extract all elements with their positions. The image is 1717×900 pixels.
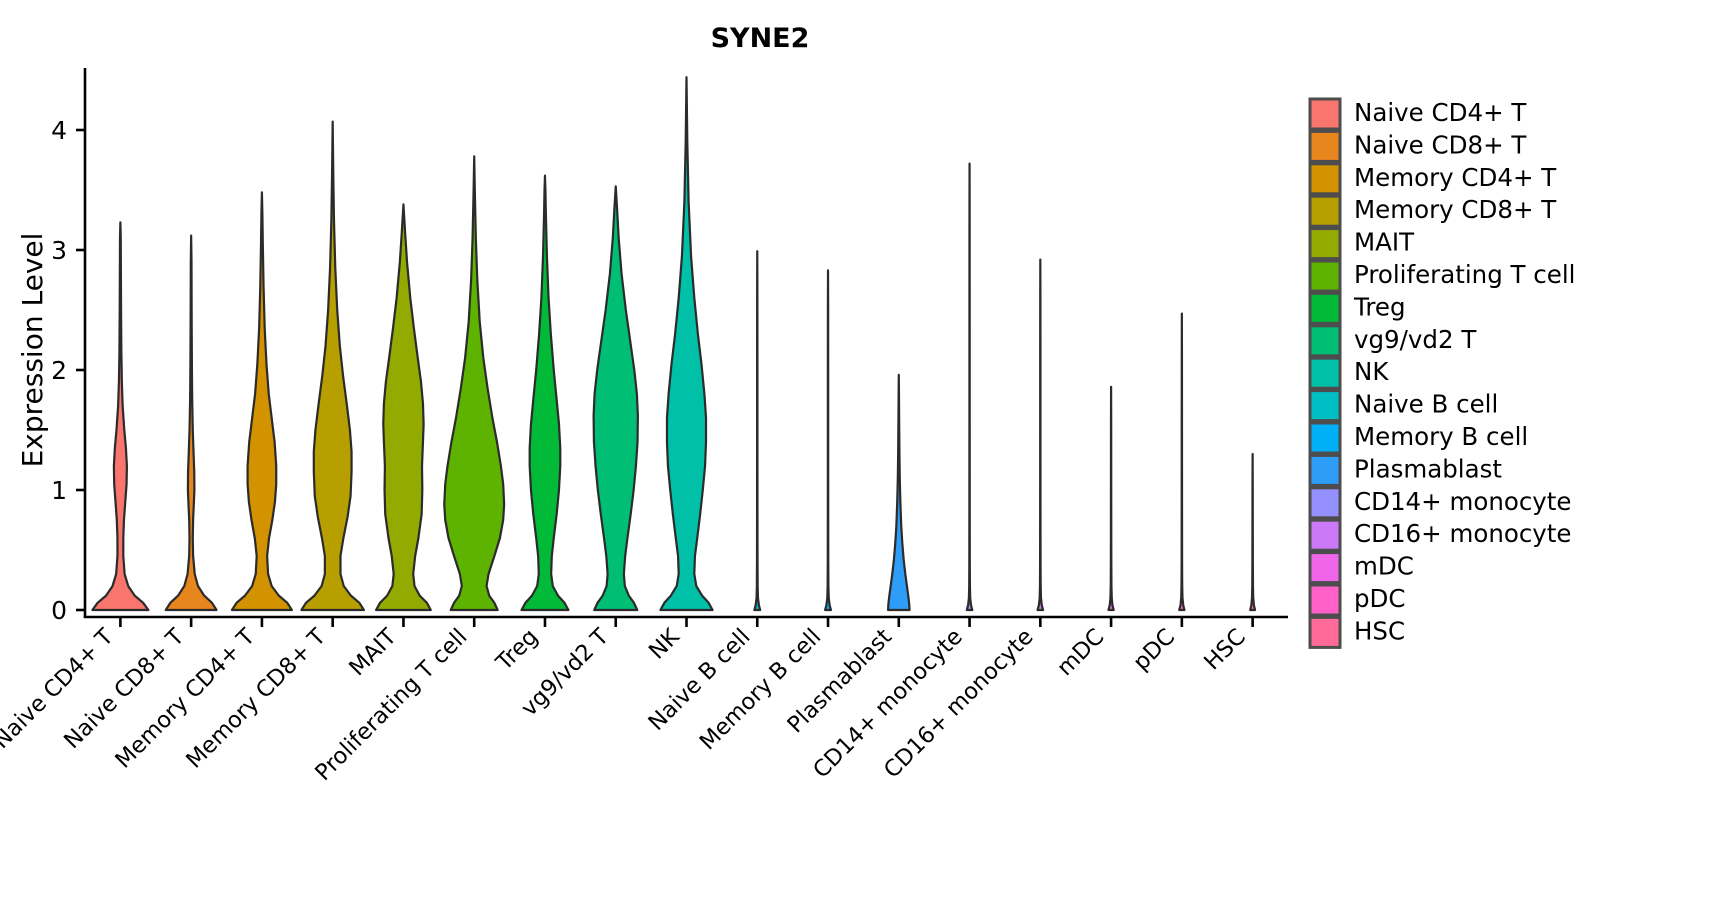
legend-label: Proliferating T cell [1354,260,1575,289]
legend-label: MAIT [1354,228,1415,257]
y-tick-label: 4 [51,116,67,145]
violin-mdc[interactable] [1107,385,1115,612]
y-axis-label: Expression Level [16,233,49,468]
legend-swatch-proliferating-t-cell[interactable] [1308,259,1342,293]
violin-nk[interactable] [659,76,714,612]
violin-hsc[interactable] [1249,452,1257,612]
legend-swatch-mdc[interactable] [1308,551,1342,585]
violin-cd16-monocyte[interactable] [1036,258,1045,612]
legend-swatch-cd16-monocyte[interactable] [1308,518,1342,552]
legend-label: CD14+ monocyte [1354,487,1572,516]
legend-label: Plasmablast [1354,454,1502,483]
violin-memory-cd4-t[interactable] [230,191,293,612]
legend-label: mDC [1354,552,1414,581]
legend-label: Memory CD4+ T [1354,163,1557,192]
legend-swatch-nk[interactable] [1308,356,1342,390]
legend-label: HSC [1354,616,1405,645]
legend-swatch-plasmablast[interactable] [1308,453,1342,487]
legend-label: Naive B cell [1354,390,1498,419]
legend-label: vg9/vd2 T [1354,325,1477,354]
legend-swatch-hsc[interactable] [1308,615,1342,649]
violin-pdc[interactable] [1178,312,1186,612]
legend-swatch-naive-b-cell[interactable] [1308,389,1342,423]
legend-label: CD16+ monocyte [1354,519,1572,548]
legend-swatch-treg[interactable] [1308,291,1342,325]
legend-swatch-naive-cd4-t[interactable] [1308,97,1342,131]
legend-label: Naive CD4+ T [1354,98,1527,127]
violin-naive-b-cell[interactable] [753,250,762,612]
violin-series-group [91,76,1257,612]
violin-plasmablast[interactable] [886,373,911,612]
legend-swatch-memory-b-cell[interactable] [1308,421,1342,455]
legend-label: Memory B cell [1354,422,1528,451]
violin-vg9-vd2-t[interactable] [592,185,639,612]
legend-swatch-mait[interactable] [1308,227,1342,261]
legend: Naive CD4+ T Naive CD8+ T Memory CD4+ T Mem… [1308,97,1575,649]
legend-label: Naive CD8+ T [1354,130,1527,159]
legend-label: pDC [1354,584,1406,613]
violin-naive-cd4-t[interactable] [91,221,150,612]
legend-swatch-cd14-monocyte[interactable] [1308,486,1342,520]
legend-swatch-naive-cd8-t[interactable] [1308,129,1342,163]
violin-naive-cd8-t[interactable] [164,234,218,612]
violin-memory-cd8-t[interactable] [300,120,366,612]
legend-swatch-memory-cd8-t[interactable] [1308,194,1342,228]
y-axis: 0 1 2 3 4 [51,68,87,625]
legend-label: NK [1354,357,1389,386]
violin-memory-b-cell[interactable] [824,269,833,612]
violin-mait[interactable] [375,203,432,612]
violin-cd14-monocyte[interactable] [965,162,974,612]
legend-swatch-pdc[interactable] [1308,583,1342,617]
page-title: SYNE2 [711,23,810,54]
legend-swatch-memory-cd4-t[interactable] [1308,162,1342,196]
violin-proliferating-t-cell[interactable] [443,155,506,612]
legend-swatch-vg9-vd2-t[interactable] [1308,324,1342,358]
y-tick-label: 1 [51,476,67,505]
legend-label: Treg [1353,292,1406,321]
violin-treg[interactable] [520,174,570,612]
y-tick-label: 2 [51,356,67,385]
y-tick-label: 3 [51,236,67,265]
legend-label: Memory CD8+ T [1354,195,1557,224]
y-tick-label: 0 [51,596,67,625]
